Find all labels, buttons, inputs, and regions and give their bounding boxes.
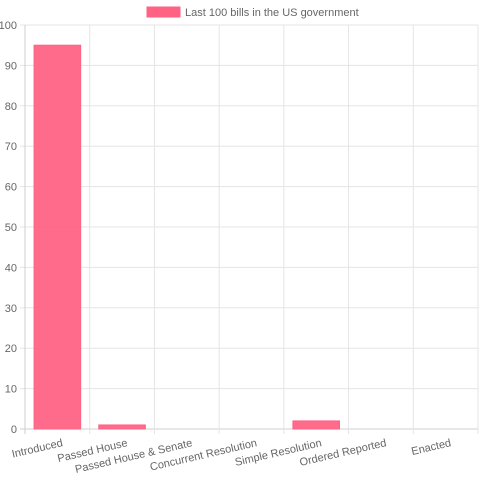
- y-tick-label: 80: [5, 101, 17, 113]
- y-tick-label: 40: [5, 262, 17, 274]
- legend[interactable]: Last 100 bills in the US government: [146, 6, 359, 19]
- bar-simple-resolution[interactable]: [292, 420, 341, 430]
- bars-layer: [33, 44, 341, 430]
- legend-label[interactable]: Last 100 bills in the US government: [185, 7, 359, 19]
- y-tick-label: 100: [0, 20, 17, 32]
- y-tick-label: 10: [5, 384, 17, 396]
- bar-introduced[interactable]: [33, 44, 82, 430]
- y-tick-label: 0: [11, 424, 17, 436]
- y-tick-label: 50: [5, 222, 17, 234]
- y-tick-label: 30: [5, 303, 17, 315]
- x-tick-label: Introduced: [11, 437, 64, 460]
- y-axis-ticks: 0 10 20 30 40 50 60 70 80 90 100: [0, 20, 17, 436]
- y-tick-label: 90: [5, 60, 17, 72]
- x-tick-label: Enacted: [410, 437, 452, 458]
- grid-layer: [20, 24, 479, 434]
- legend-swatch[interactable]: [146, 6, 181, 18]
- y-tick-label: 60: [5, 182, 17, 194]
- bar-passed-house[interactable]: [98, 424, 146, 430]
- y-tick-label: 70: [5, 141, 17, 153]
- y-tick-label: 20: [5, 343, 17, 355]
